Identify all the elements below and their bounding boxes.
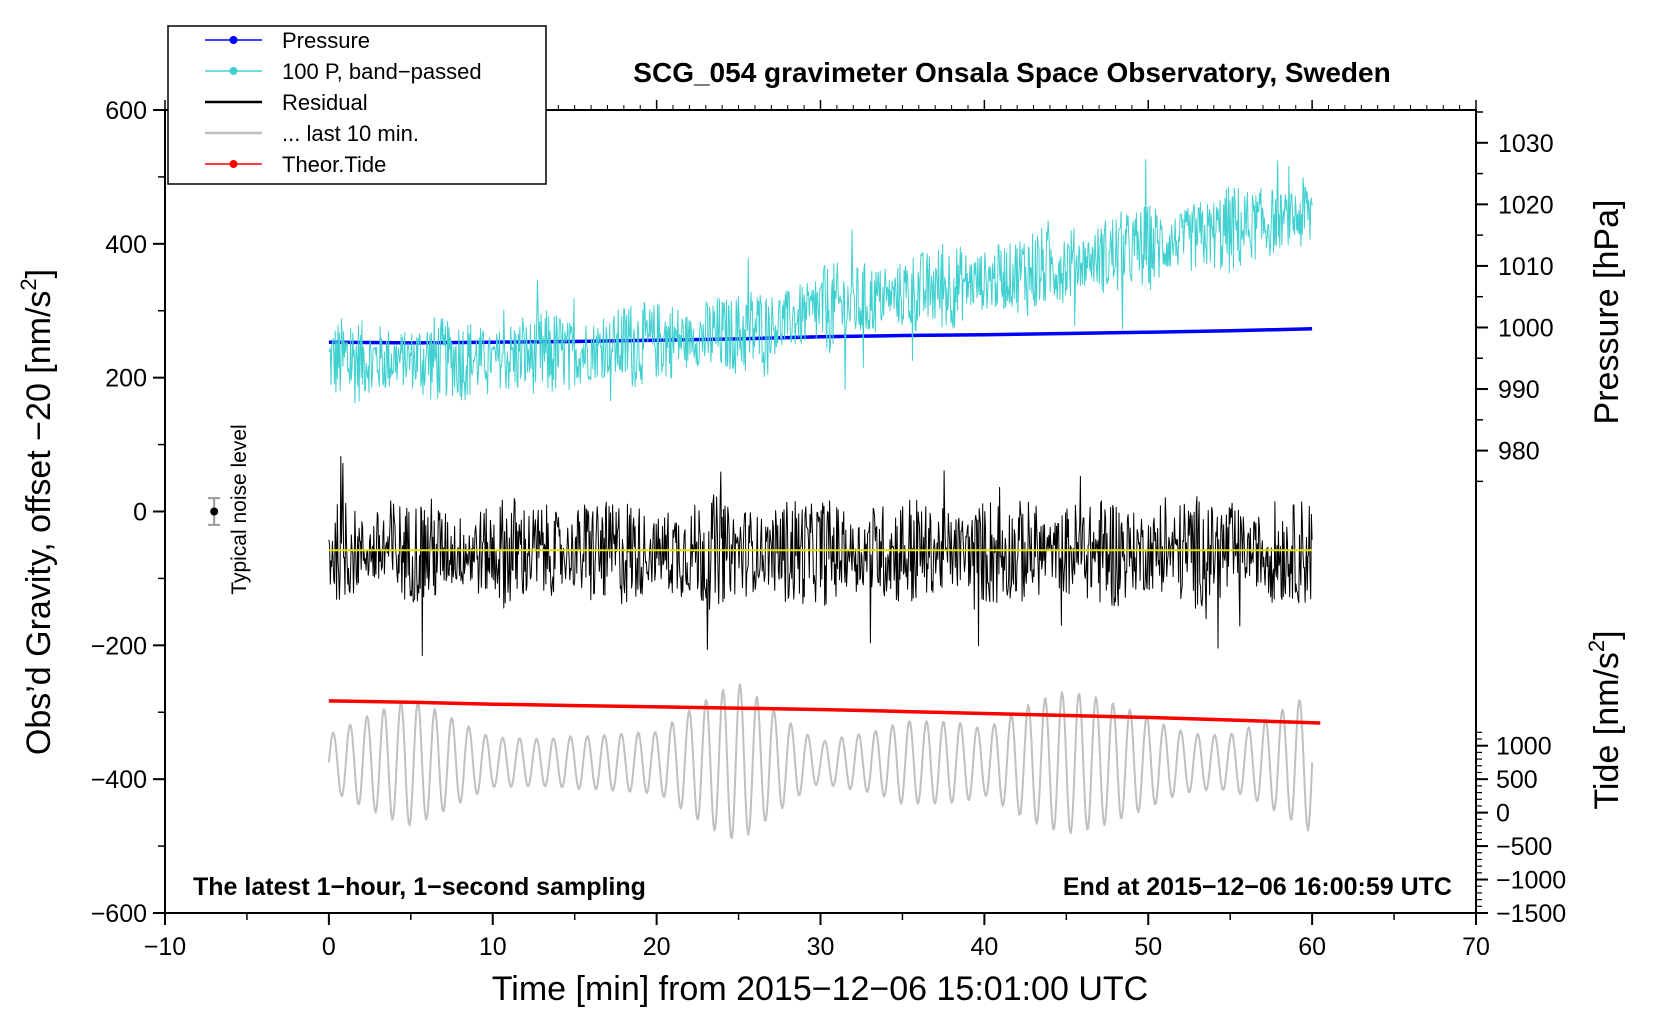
y-axis-left-label-main: Obs’d Gravity, offset −20 [nm/s (20, 291, 58, 756)
y-left-tick-label: 600 (105, 97, 147, 125)
x-tick-label: 50 (1134, 933, 1162, 961)
tide-tick-label: 500 (1496, 766, 1538, 794)
x-tick-label: 60 (1298, 933, 1326, 961)
y-axis-tide-label-sup: 2 (1584, 640, 1609, 652)
y-left-tick-label: 0 (133, 499, 147, 527)
series-pressure (328, 327, 1313, 345)
x-tick-label: −10 (144, 933, 186, 961)
legend-marker (229, 36, 238, 44)
tide-tick-label: −500 (1496, 833, 1552, 861)
legend-label: 100 P, band−passed (282, 59, 482, 84)
y-axis-left-label: Obs’d Gravity, offset −20 [nm/s2] (16, 269, 58, 755)
x-tick-label: 10 (479, 933, 507, 961)
pressure-tick-label: 1000 (1498, 314, 1554, 342)
y-axis-tide-label-main: Tide [nm/s (1588, 652, 1626, 809)
chart-title: SCG_054 gravimeter Onsala Space Observat… (633, 57, 1390, 88)
noise-level-indicator: Typical noise level (208, 424, 251, 595)
x-axis-label: Time [min] from 2015−12−06 15:01:00 UTC (492, 970, 1148, 1008)
noise-level-label: Typical noise level (228, 424, 251, 594)
tide-tick-label: −1000 (1496, 867, 1566, 895)
pressure-tick-label: 980 (1498, 438, 1540, 466)
legend-label: Residual (282, 90, 368, 115)
y-axis-left-label-end: ] (20, 269, 58, 278)
x-tick-label: 0 (322, 933, 336, 961)
x-tick-label: 30 (807, 933, 835, 961)
series-layer (327, 159, 1321, 839)
legend-item: Pressure (205, 28, 370, 53)
series-last-10-min (327, 683, 1314, 839)
series-100-p-band-passed (328, 159, 1313, 404)
annotation-sampling: The latest 1−hour, 1−second sampling (193, 873, 646, 901)
tide-tick-label: 0 (1496, 800, 1510, 828)
legend-item: Theor.Tide (205, 152, 386, 177)
pressure-tick-label: 1020 (1498, 191, 1554, 219)
legend: Pressure 100 P, band−passed Residual ... la… (167, 25, 547, 185)
legend-item: Residual (205, 90, 368, 115)
pressure-tick-label: 1010 (1498, 253, 1554, 281)
tide-tick-label: 1000 (1496, 733, 1552, 761)
tide-tick-label: −1500 (1496, 900, 1566, 928)
x-tick-label: 20 (643, 933, 671, 961)
legend-marker (229, 67, 238, 75)
legend-label: Theor.Tide (282, 152, 386, 177)
noise-level-point (210, 507, 219, 516)
annotation-end-time: End at 2015−12−06 16:00:59 UTC (1063, 873, 1452, 901)
series-theor-tide (328, 699, 1321, 725)
y-axis-left-label-sup: 2 (16, 278, 41, 290)
y-left-tick-label: 400 (105, 231, 147, 259)
pressure-tick-label: 1030 (1498, 130, 1554, 158)
legend-item: 100 P, band−passed (205, 59, 482, 84)
legend-label: Pressure (282, 28, 370, 53)
x-tick-label: 40 (970, 933, 998, 961)
legend-label: ... last 10 min. (282, 121, 419, 146)
legend-box (167, 25, 547, 185)
tick-layer: −10 0 10 20 30 40 50 60 70−600−400−2000200400600… (91, 97, 1567, 961)
legend-items: Pressure 100 P, band−passed Residual ... la… (205, 28, 482, 177)
y-left-tick-label: −600 (91, 900, 147, 928)
y-axis-pressure-label: Pressure [hPa] (1588, 200, 1626, 425)
pressure-tick-label: 990 (1498, 376, 1540, 404)
y-axis-tide-label: Tide [nm/s2] (1584, 630, 1626, 809)
legend-item: ... last 10 min. (205, 121, 419, 146)
y-left-tick-label: −200 (91, 632, 147, 660)
x-tick-label: 70 (1462, 933, 1490, 961)
legend-marker (229, 160, 238, 168)
series-residual (328, 456, 1313, 656)
y-left-tick-label: −400 (91, 766, 147, 794)
y-axis-tide-label-end: ] (1588, 630, 1626, 639)
y-left-tick-label: 200 (105, 365, 147, 393)
